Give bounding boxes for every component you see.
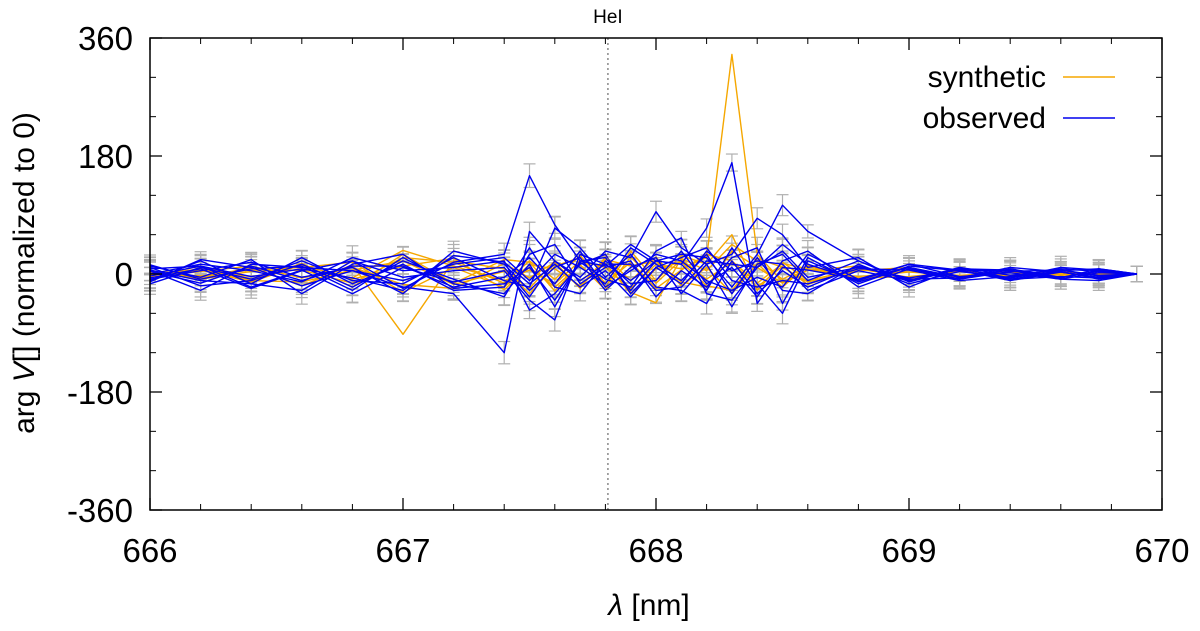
x-tick-label: 666: [122, 532, 177, 569]
observed-series-line: [149, 243, 1137, 305]
series-lines: [149, 53, 1137, 354]
observed-series-line: [149, 247, 1137, 314]
x-tick-label: 669: [881, 532, 936, 569]
legend-label-observed: observed: [923, 102, 1046, 135]
x-tick-label: 667: [375, 532, 430, 569]
observed-series-line: [149, 237, 1137, 301]
error-bars: [144, 153, 1143, 365]
observed-series-line: [149, 161, 1137, 321]
tick-labels: 666 667 668 669 670 -360 -180 0 180 360: [67, 20, 1190, 569]
legend: synthetic observed: [923, 61, 1115, 135]
x-tick-label: 670: [1134, 532, 1189, 569]
axes: [149, 37, 1163, 511]
x-tick-label: 668: [628, 532, 683, 569]
x-axis-title: λ [nm]: [606, 589, 689, 622]
hei-annotation-label: HeI: [593, 7, 623, 28]
y-tick-label: -360: [67, 492, 133, 529]
legend-label-synthetic: synthetic: [928, 61, 1046, 94]
y-axis-title: arg V[] (normalized to 0): [8, 112, 41, 434]
y-tick-label: 180: [78, 138, 133, 175]
y-tick-label: 360: [78, 20, 133, 57]
y-tick-label: -180: [67, 374, 133, 411]
observed-series-line: [149, 250, 1137, 298]
y-tick-label: 0: [115, 256, 133, 293]
